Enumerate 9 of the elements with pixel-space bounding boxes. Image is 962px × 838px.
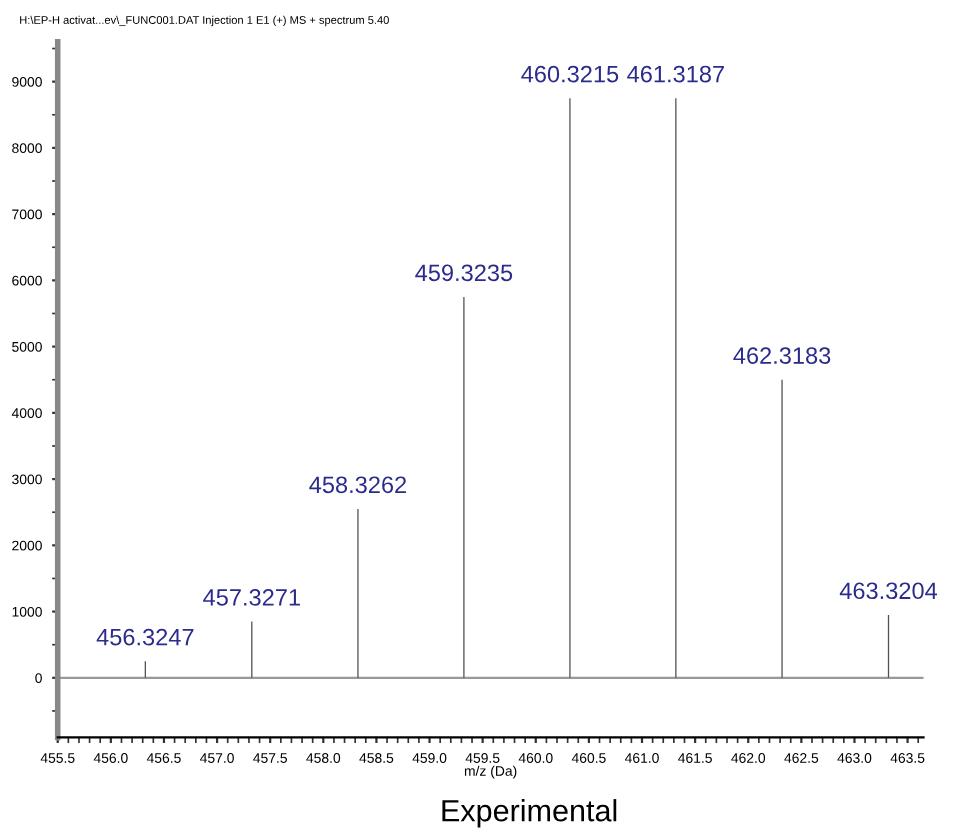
annotation: 456.3247 xyxy=(96,628,194,646)
annotation: 458.3262 xyxy=(309,476,407,494)
annotation: 457.3271 xyxy=(203,589,300,606)
annotation: 463.3204 xyxy=(839,582,938,600)
annotation: 460.3215 xyxy=(521,65,619,83)
annotation: 461.3187 xyxy=(627,65,724,83)
annotation: 462.3183 xyxy=(733,347,831,364)
annotation: 459.3235 xyxy=(415,264,513,282)
text: Experimental xyxy=(442,799,617,828)
